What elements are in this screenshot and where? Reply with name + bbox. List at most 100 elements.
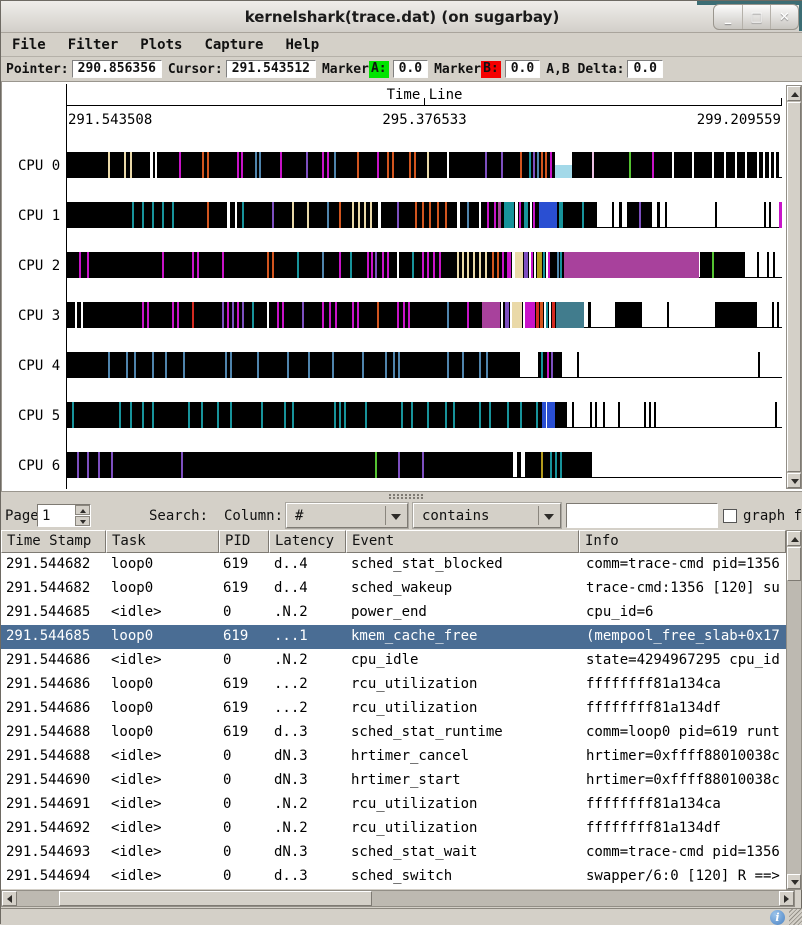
graph-vertical-scrollbar[interactable] bbox=[786, 85, 802, 489]
hscrollbar-thumb[interactable] bbox=[59, 891, 372, 906]
event-segment bbox=[411, 402, 413, 428]
column-select[interactable]: # bbox=[286, 503, 408, 528]
table-row[interactable]: 291.544682 loop0 619 d..4 sched_wakeup trace-… bbox=[1, 577, 786, 601]
minimize-button[interactable]: _ bbox=[724, 9, 732, 25]
cell-event: rcu_utilization bbox=[351, 796, 478, 812]
event-segment bbox=[225, 352, 227, 378]
scroll-right-button[interactable] bbox=[779, 891, 794, 906]
cpu-band-3[interactable] bbox=[67, 302, 782, 328]
resize-grip[interactable] bbox=[789, 909, 802, 925]
event-segment bbox=[595, 402, 597, 428]
marker-info-bar: Pointer: 290.856356 Cursor: 291.543512 M… bbox=[1, 57, 802, 81]
pane-splitter[interactable] bbox=[1, 492, 802, 501]
graph-follows-checkbox[interactable] bbox=[723, 509, 737, 523]
table-row[interactable]: 291.544694 <idle> 0 d..3 sched_switch swapper… bbox=[1, 865, 786, 889]
event-segment bbox=[230, 402, 232, 428]
cpu-band-1[interactable] bbox=[67, 202, 782, 228]
marker-a-chip[interactable]: A: bbox=[368, 60, 389, 78]
column-header-pid[interactable]: PID bbox=[219, 530, 269, 553]
title-bar: kernelshark(trace.dat) (on sugarbay) _ □… bbox=[1, 1, 802, 33]
cpu-band-0[interactable] bbox=[67, 152, 782, 178]
event-segment bbox=[192, 252, 194, 278]
cpu-band-6[interactable] bbox=[67, 452, 782, 478]
column-header-info[interactable]: Info bbox=[579, 530, 786, 553]
table-row[interactable]: 291.544693 <idle> 0 dN.3 sched_stat_wait comm… bbox=[1, 841, 786, 865]
event-segment bbox=[397, 202, 399, 228]
cell-time-stamp: 291.544682 bbox=[6, 556, 91, 572]
event-segment bbox=[529, 152, 531, 178]
table-row[interactable]: 291.544686 <idle> 0 .N.2 cpu_idle state=42949… bbox=[1, 649, 786, 673]
info-icon[interactable]: i bbox=[770, 910, 785, 925]
page-value: 1 bbox=[42, 508, 51, 524]
event-segment bbox=[541, 352, 543, 378]
search-input[interactable] bbox=[566, 503, 718, 528]
page-spinner[interactable]: 1 bbox=[37, 504, 91, 527]
cell-event: sched_wakeup bbox=[351, 580, 453, 596]
cell-info: cpu_id=6 bbox=[586, 604, 654, 620]
column-header-task[interactable]: Task bbox=[106, 530, 219, 553]
event-segment bbox=[485, 252, 487, 278]
event-segment bbox=[555, 402, 567, 428]
cell-latency: dN.3 bbox=[274, 748, 308, 764]
cell-task: loop0 bbox=[111, 556, 154, 572]
scroll-up-button[interactable] bbox=[787, 86, 801, 101]
menu-file[interactable]: File bbox=[12, 36, 46, 53]
column-header-event[interactable]: Event bbox=[346, 530, 579, 553]
cpu-band-4[interactable] bbox=[67, 352, 782, 378]
scroll-left-button[interactable] bbox=[2, 891, 17, 906]
cpu-label-4: CPU 4 bbox=[18, 358, 61, 374]
cell-task: <idle> bbox=[111, 844, 162, 860]
scroll-down-button[interactable] bbox=[787, 473, 801, 488]
event-segment bbox=[81, 302, 83, 328]
table-row[interactable]: 291.544690 <idle> 0 dN.3 hrtimer_start hrtime… bbox=[1, 769, 786, 793]
cell-task: <idle> bbox=[111, 604, 162, 620]
event-segment bbox=[393, 352, 395, 378]
event-segment bbox=[479, 402, 481, 428]
menu-plots[interactable]: Plots bbox=[140, 36, 183, 53]
marker-b-chip[interactable]: B: bbox=[481, 60, 501, 78]
event-segment bbox=[385, 352, 387, 378]
match-select[interactable]: contains bbox=[413, 503, 561, 528]
event-segment bbox=[177, 302, 179, 328]
column-header-time-stamp[interactable]: Time Stamp bbox=[1, 530, 106, 553]
spin-down-icon[interactable] bbox=[75, 516, 90, 526]
table-row[interactable]: 291.544682 loop0 619 d..4 sched_stat_blocked… bbox=[1, 553, 786, 577]
table-row[interactable]: 291.544688 <idle> 0 dN.3 hrtimer_cancel hrtim… bbox=[1, 745, 786, 769]
table-row[interactable]: 291.544685 <idle> 0 .N.2 power_end cpu_id=6 bbox=[1, 601, 786, 625]
scroll-up-button[interactable] bbox=[787, 531, 801, 546]
table-row[interactable]: 291.544686 loop0 619 ...2 rcu_utilization fff… bbox=[1, 697, 786, 721]
marker-a-label: Marker bbox=[321, 61, 369, 77]
table-vertical-scrollbar[interactable] bbox=[786, 530, 802, 890]
cell-event: sched_stat_wait bbox=[351, 844, 478, 860]
event-segment bbox=[87, 452, 89, 478]
menu-filter[interactable]: Filter bbox=[67, 36, 119, 53]
event-segment bbox=[335, 302, 337, 328]
event-segment bbox=[192, 302, 194, 328]
table-row[interactable]: 291.544686 loop0 619 ...2 rcu_utilization fff… bbox=[1, 673, 786, 697]
graph-scrollbar-thumb[interactable] bbox=[787, 102, 801, 472]
table-row[interactable]: 291.544688 loop0 619 d..3 sched_stat_runtime… bbox=[1, 721, 786, 745]
cell-task: loop0 bbox=[111, 676, 154, 692]
maximize-button[interactable]: □ bbox=[742, 5, 770, 29]
table-row[interactable]: 291.544685 loop0 619 ...1 kmem_cache_free (me… bbox=[1, 625, 786, 649]
table-row[interactable]: 291.544692 <idle> 0 .N.2 rcu_utilization ffff… bbox=[1, 817, 786, 841]
spin-up-icon[interactable] bbox=[75, 505, 90, 515]
event-segment bbox=[612, 202, 614, 228]
cpu-band-2[interactable] bbox=[67, 252, 782, 278]
event-segment bbox=[572, 402, 574, 428]
event-segment bbox=[447, 352, 449, 378]
event-segment bbox=[531, 252, 533, 278]
scroll-down-button[interactable] bbox=[787, 874, 801, 889]
table-horizontal-scrollbar[interactable] bbox=[1, 890, 795, 907]
event-segment bbox=[519, 202, 521, 228]
event-segment bbox=[473, 252, 475, 278]
column-header-latency[interactable]: Latency bbox=[269, 530, 346, 553]
menu-help[interactable]: Help bbox=[285, 36, 320, 53]
close-button[interactable]: ✕ bbox=[770, 5, 798, 29]
event-segment bbox=[548, 252, 550, 278]
table-scrollbar-thumb[interactable] bbox=[787, 547, 801, 581]
menu-capture[interactable]: Capture bbox=[204, 36, 264, 53]
event-segment bbox=[242, 202, 244, 228]
table-row[interactable]: 291.544691 <idle> 0 .N.2 rcu_utilization ffff… bbox=[1, 793, 786, 817]
cpu-band-5[interactable] bbox=[67, 402, 782, 428]
